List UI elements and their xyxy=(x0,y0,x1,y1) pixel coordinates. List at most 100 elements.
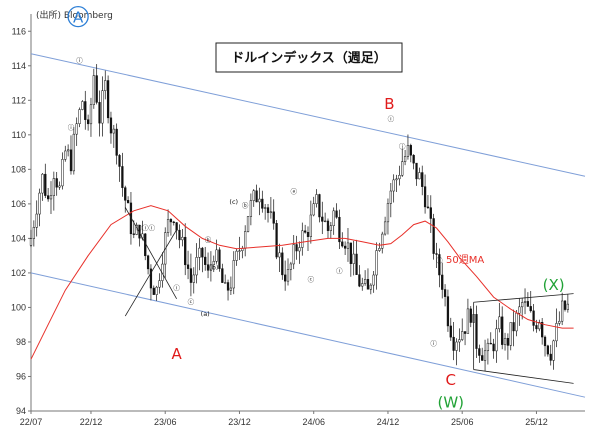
chart-title: ドルインデックス（週足） xyxy=(231,50,387,66)
wave-annotation: (c) xyxy=(229,198,238,206)
candle-body xyxy=(284,274,287,282)
candle-body xyxy=(395,178,398,181)
x-tick-label: 24/12 xyxy=(377,417,400,427)
candle-body xyxy=(289,263,293,270)
candle-body xyxy=(398,175,401,180)
candle-body xyxy=(275,223,278,258)
candle-body xyxy=(252,190,255,201)
candle-body xyxy=(192,274,195,283)
candle-body xyxy=(301,230,304,248)
candle-body xyxy=(44,173,47,196)
candle-body xyxy=(84,101,87,120)
candle-body xyxy=(461,331,464,340)
wave-annotation: ⓑ xyxy=(242,201,249,209)
candle-body xyxy=(346,242,350,249)
y-tick-label: 112 xyxy=(12,95,26,105)
candle-body xyxy=(492,343,495,352)
candle-body xyxy=(249,200,253,217)
candle-body xyxy=(204,256,207,265)
candle-body xyxy=(95,75,98,103)
candle-body xyxy=(112,128,115,134)
wave-annotation: ⓘ xyxy=(76,56,83,64)
candle-body xyxy=(49,195,53,200)
candle-body xyxy=(369,284,372,290)
candle-body xyxy=(304,230,307,233)
candle-body xyxy=(349,242,352,264)
candle-body xyxy=(421,172,424,187)
candle-body xyxy=(486,342,490,352)
candle-body xyxy=(543,336,547,347)
y-tick-label: 110 xyxy=(12,130,26,140)
candle-body xyxy=(401,161,404,176)
candle-body xyxy=(441,274,444,290)
candle-body xyxy=(392,179,395,192)
wave-annotation: ⓐ xyxy=(290,188,297,196)
candle-body xyxy=(481,355,484,361)
candle-body xyxy=(178,229,181,241)
wave-trendline xyxy=(473,369,574,384)
candle-body xyxy=(29,238,33,246)
candle-body xyxy=(244,231,247,249)
candle-body xyxy=(52,178,55,197)
wave-label: A xyxy=(73,9,84,27)
wave-label: (X) xyxy=(543,276,565,294)
candle-body xyxy=(144,233,147,257)
candle-body xyxy=(503,337,507,345)
candle-body xyxy=(184,236,187,266)
candle-body xyxy=(78,109,81,124)
candle-body xyxy=(226,282,230,291)
candle-body xyxy=(306,232,310,237)
moving-average xyxy=(30,205,574,360)
candles xyxy=(29,64,570,372)
candle-body xyxy=(515,312,518,332)
candle-body xyxy=(286,269,290,282)
candle-body xyxy=(264,207,267,209)
candle-body xyxy=(355,253,358,275)
candle-body xyxy=(309,214,312,237)
candle-body xyxy=(98,102,101,124)
y-tick-label: 114 xyxy=(12,61,26,71)
candle-body xyxy=(126,200,130,204)
candle-body xyxy=(406,145,410,157)
candle-body xyxy=(46,195,50,200)
candle-body xyxy=(538,322,541,330)
wave-overlays xyxy=(124,207,574,384)
wave-trendline xyxy=(473,293,574,303)
y-tick-label: 108 xyxy=(11,164,26,174)
candle-body xyxy=(115,128,118,156)
axes: 94 96 98 100 102 104 106 108 110 112 114 116 22/07 22… xyxy=(11,14,585,427)
wave-label: B xyxy=(384,95,394,113)
candle-body xyxy=(478,348,481,356)
ma-label: 50週MA xyxy=(446,254,484,266)
candle-body xyxy=(124,187,127,201)
candle-body xyxy=(529,306,532,312)
candle-body xyxy=(38,192,41,215)
y-tick-label: 102 xyxy=(11,268,26,278)
wave-annotation: ⓘ xyxy=(399,143,406,151)
wave-annotation: ⓘ xyxy=(173,284,180,292)
channel-lines xyxy=(30,53,586,398)
wave-annotation: ⓘ xyxy=(336,267,343,275)
x-tick-label: 22/12 xyxy=(80,417,103,427)
candle-body xyxy=(541,322,544,338)
wave-annotation: ⓒ xyxy=(308,276,315,284)
candle-body xyxy=(269,211,273,213)
candle-body xyxy=(169,219,173,223)
candle-body xyxy=(323,220,327,223)
candle-body xyxy=(506,337,510,346)
candle-body xyxy=(358,274,361,287)
candle-body xyxy=(209,264,213,271)
candle-body xyxy=(438,254,441,276)
candle-body xyxy=(152,287,155,295)
x-tick-label: 25/06 xyxy=(451,417,474,427)
candle-body xyxy=(449,325,452,338)
candle-body xyxy=(415,162,418,180)
candle-body xyxy=(361,283,364,287)
candle-body xyxy=(386,203,390,223)
candle-body xyxy=(278,252,281,258)
candle-body xyxy=(229,287,233,291)
candle-body xyxy=(186,264,190,269)
x-tick-label: 25/12 xyxy=(525,417,548,427)
candle-body xyxy=(512,322,515,332)
candle-body xyxy=(189,268,193,283)
